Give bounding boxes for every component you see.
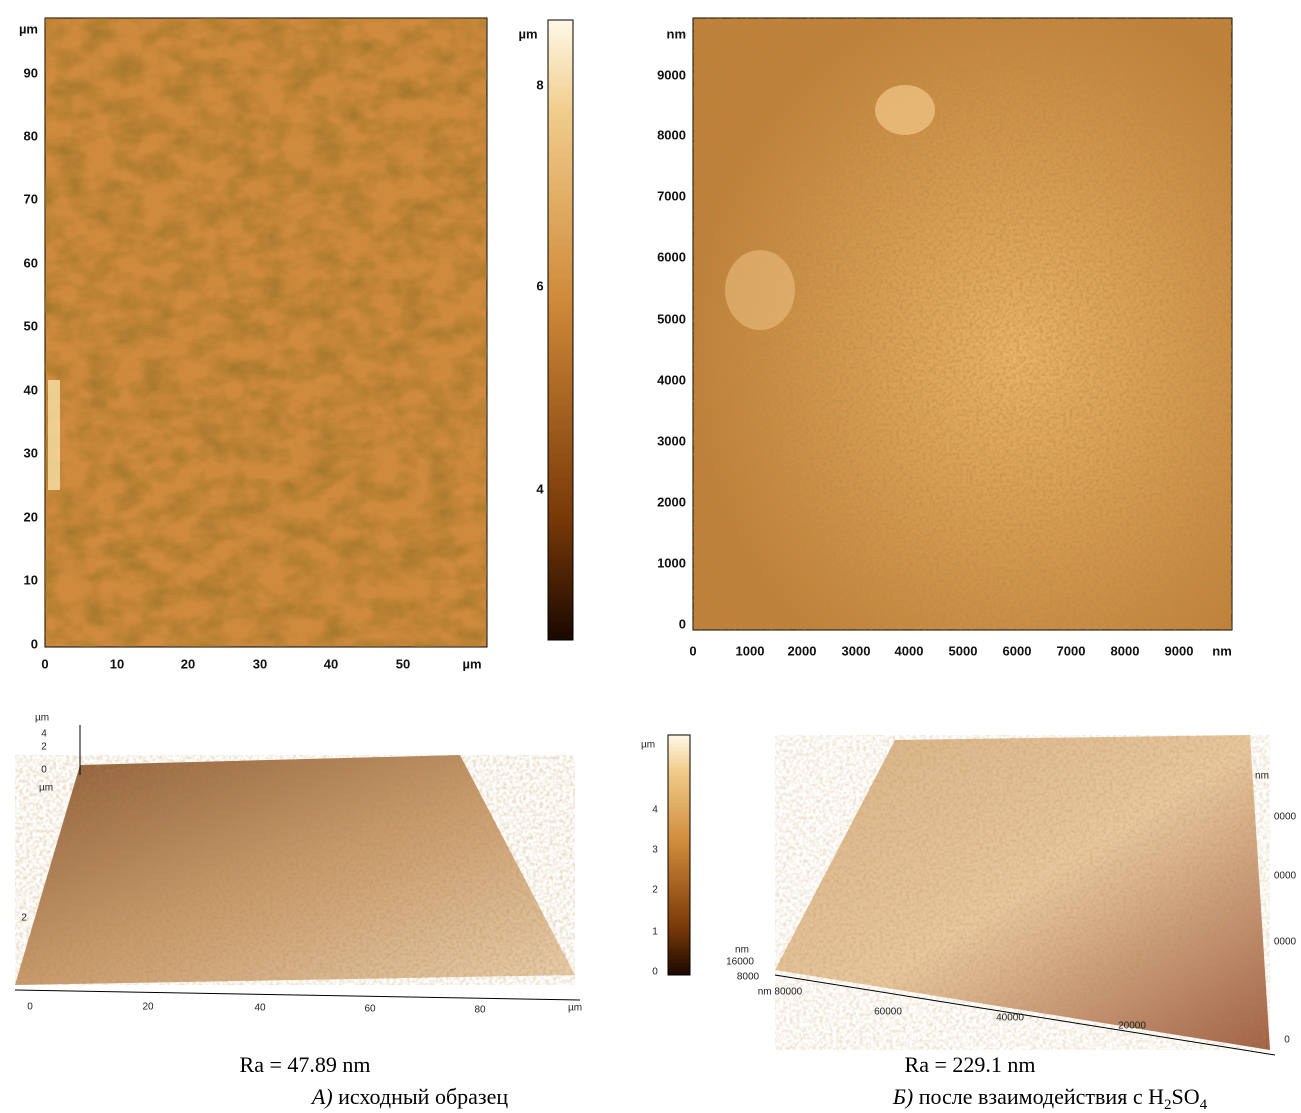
x-tick-label: 1000: [736, 643, 765, 658]
colorbar-a: [548, 20, 573, 640]
axis-label: 0: [41, 765, 47, 776]
colorbar-label: 3: [652, 845, 658, 856]
figure: µm908070605040302010001020304050µmµm864n…: [0, 0, 1301, 1113]
y-tick-label: 8000: [657, 127, 686, 142]
caption-letter: А): [310, 1084, 333, 1109]
y-tick-label: 7000: [657, 188, 686, 203]
y-tick-label: 1000: [657, 555, 686, 570]
y-tick-label: 3000: [657, 433, 686, 448]
y-tick-label: 2000: [657, 494, 686, 509]
caption-text: после взаимодействия с H: [919, 1084, 1164, 1109]
x-tick-label: 3000: [842, 643, 871, 658]
colorbar-label: µm: [641, 740, 655, 751]
y-tick-label: 4000: [657, 372, 686, 387]
x-tick-label: 20: [142, 1002, 154, 1013]
axis-label: 16000: [726, 957, 754, 968]
axis-label: 2: [41, 742, 47, 753]
x-tick-label: 2000: [788, 643, 817, 658]
x-tick-label: 4000: [895, 643, 924, 658]
colorbar-b: [668, 735, 690, 975]
y-tick-label: 0: [31, 636, 38, 651]
x-tick-label: 5000: [949, 643, 978, 658]
x-tick-label: 8000: [1111, 643, 1140, 658]
axis-label: 0000: [1274, 812, 1297, 823]
x-tick-label: nm: [1212, 643, 1232, 658]
y-tick-label: 70: [24, 191, 38, 206]
x-tick-label: 40000: [996, 1013, 1024, 1024]
x-tick-label: 7000: [1057, 643, 1086, 658]
colorbar-label: 6: [536, 278, 543, 293]
y-tick-label: 90: [24, 65, 38, 80]
x-tick-label: 6000: [1003, 643, 1032, 658]
afm-texture: [45, 18, 487, 647]
axis-label: 2: [21, 913, 27, 924]
x-tick-label: 40: [324, 656, 338, 671]
afm-texture: [15, 755, 575, 985]
feature: [725, 250, 795, 330]
axis-label: nm: [1255, 771, 1269, 782]
axis-label: 0000: [1274, 937, 1297, 948]
y-tick-label: 40: [24, 382, 38, 397]
x-tick-label: 50: [396, 656, 410, 671]
y-tick-label: nm: [667, 26, 687, 41]
x-tick-label: 80: [474, 1005, 486, 1016]
y-tick-label: 20: [24, 509, 38, 524]
y-tick-label: 5000: [657, 311, 686, 326]
y-tick-label: 50: [24, 318, 38, 333]
x-tick-label: 9000: [1165, 643, 1194, 658]
colorbar-label: µm: [518, 26, 537, 41]
colorbar-label: 1: [652, 927, 658, 938]
feature: [875, 85, 935, 135]
x-tick-label: 60000: [874, 1007, 902, 1018]
caption-text: исходный образец: [338, 1084, 508, 1109]
x-tick-label: 40: [254, 1003, 266, 1014]
caption-text: SO: [1171, 1084, 1199, 1109]
x-tick-label: 30: [253, 656, 267, 671]
roughness: Ra = 47.89 nm: [240, 1052, 371, 1077]
x-tick-label: 20: [181, 656, 195, 671]
x-tick-label: 0: [689, 643, 696, 658]
subscript: 4: [1200, 1097, 1208, 1113]
axis-label: 4: [41, 729, 47, 740]
colorbar-label: 2: [652, 885, 658, 896]
y-tick-label: µm: [19, 21, 38, 36]
y-tick-label: 9000: [657, 67, 686, 82]
axis-label: µm: [39, 783, 53, 794]
x-tick-label: µm: [462, 656, 481, 671]
y-tick-label: 10: [24, 572, 38, 587]
colorbar-label: 8: [536, 77, 543, 92]
y-tick-label: 30: [24, 445, 38, 460]
axis-label: µm: [35, 713, 49, 724]
y-tick-label: 0: [679, 616, 686, 631]
caption: Б) после взаимодействия с H2SO4: [892, 1084, 1208, 1113]
colorbar-label: 4: [652, 805, 658, 816]
axis-label: 0000: [1274, 871, 1297, 882]
colorbar-label: 0: [652, 967, 658, 978]
x-tick-label: 0: [1284, 1035, 1290, 1046]
x-tick-label: 10: [110, 656, 124, 671]
y-tick-label: 60: [24, 255, 38, 270]
axis-label: nm 80000: [758, 987, 803, 998]
caption: А) исходный образец: [310, 1084, 508, 1109]
axis-label: 8000: [737, 972, 760, 983]
x-tick-label: 20000: [1118, 1021, 1146, 1032]
afm-texture: [775, 735, 1270, 1050]
subscript: 2: [1164, 1097, 1172, 1113]
x-tick-label: 0: [27, 1002, 33, 1013]
axis: [15, 990, 580, 1000]
x-tick-label: 60: [364, 1004, 376, 1015]
y-tick-label: 80: [24, 128, 38, 143]
x-tick-label: µm: [568, 1003, 582, 1014]
x-tick-label: 0: [41, 656, 48, 671]
axis-label: nm: [735, 945, 749, 956]
roughness: Ra = 229.1 nm: [905, 1052, 1036, 1077]
artifact: [48, 380, 60, 490]
caption-letter: Б): [892, 1084, 913, 1109]
colorbar-label: 4: [536, 481, 544, 496]
y-tick-label: 6000: [657, 249, 686, 264]
